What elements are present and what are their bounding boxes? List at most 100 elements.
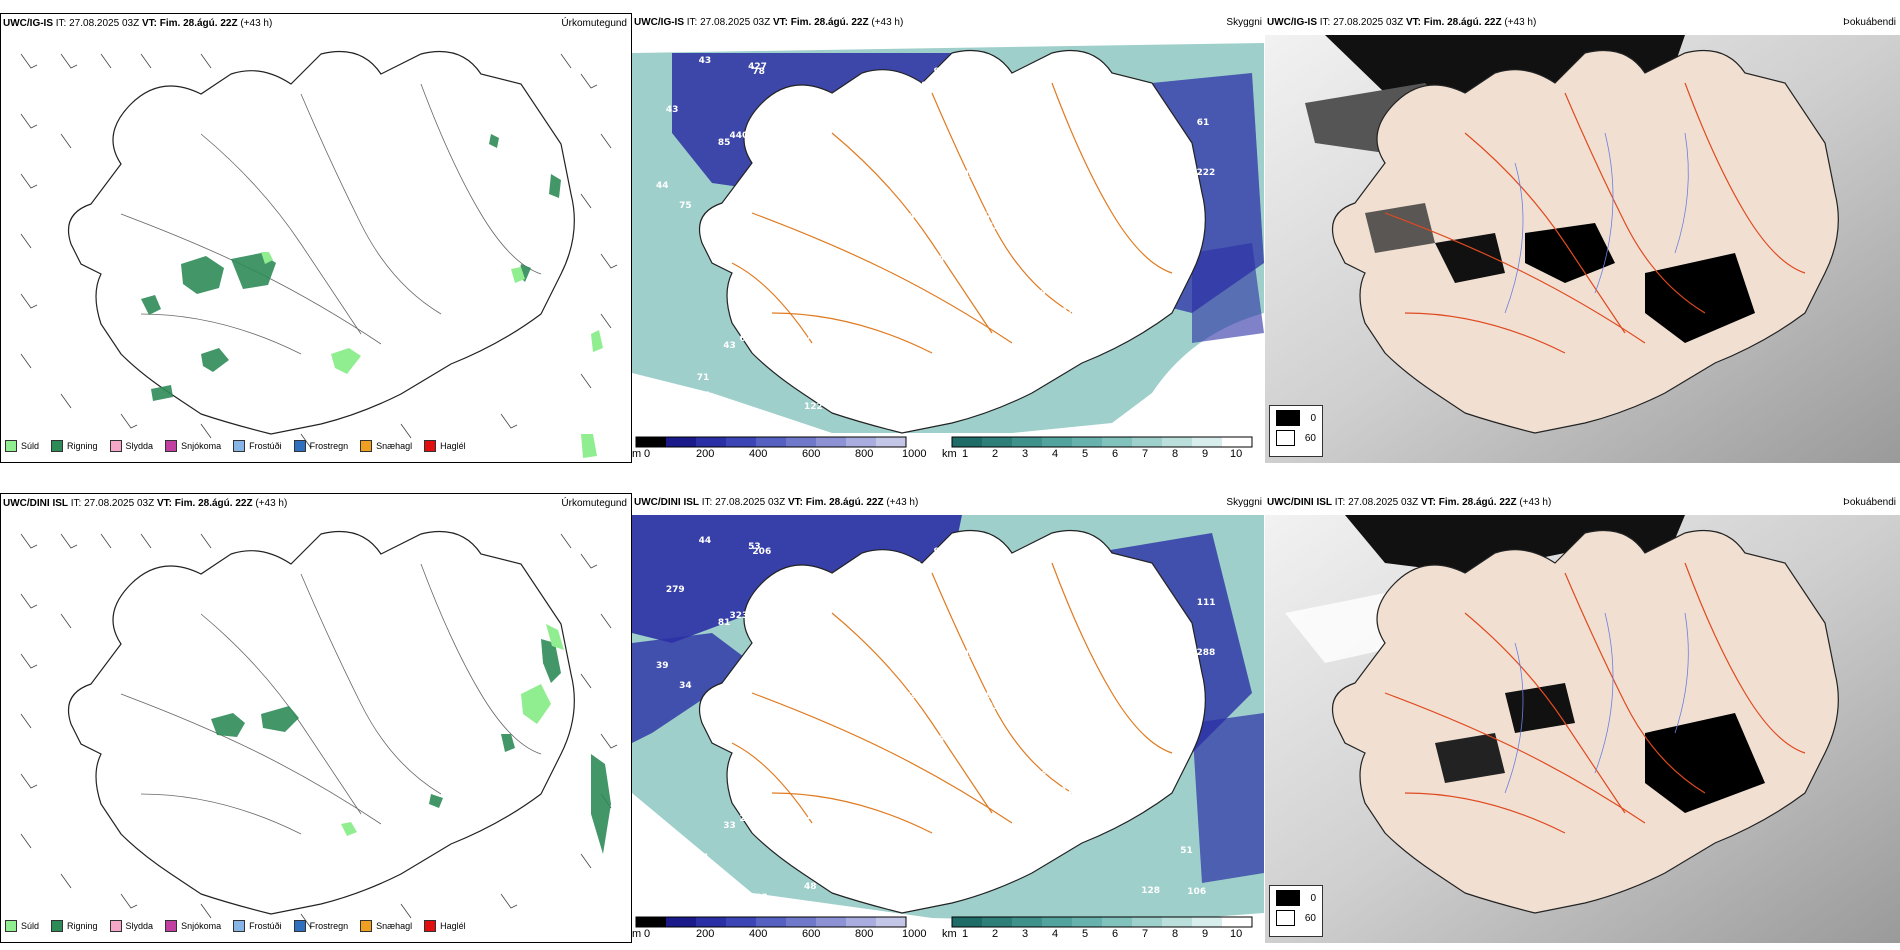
panel-variable-label: Skyggni bbox=[1226, 17, 1262, 28]
cloud-base-label: 112 bbox=[1055, 786, 1074, 797]
legend-item: Haglél bbox=[424, 920, 466, 932]
cloud-base-label: 75 bbox=[890, 251, 904, 262]
cloud-base-label: 125 bbox=[697, 870, 717, 881]
cloud-base-label: 93 bbox=[1141, 406, 1154, 417]
legend-item: Rigning bbox=[51, 920, 98, 932]
fog-map-top bbox=[1265, 35, 1900, 463]
cloud-base-label: 62 bbox=[788, 375, 801, 386]
swatch-icon bbox=[51, 920, 64, 932]
black-swatch-icon bbox=[1276, 410, 1301, 426]
cloud-base-label: 43 bbox=[1132, 101, 1146, 112]
cloud-base-label: 206 bbox=[752, 546, 772, 557]
cloud-base-label: 43 bbox=[665, 105, 679, 116]
cloud-base-label: 95 bbox=[697, 390, 710, 401]
cloud-base-label: 52 bbox=[958, 355, 971, 366]
swatch-icon bbox=[360, 920, 373, 932]
cloud-base-label: 129 bbox=[963, 650, 983, 661]
cloud-base-label: 222 bbox=[1196, 168, 1216, 179]
cloud-base-label: 47 bbox=[836, 660, 849, 671]
cloud-base-label: 43 bbox=[1084, 769, 1098, 780]
cloud-base-label: 75 bbox=[852, 657, 865, 668]
cloud-base-label: 428 bbox=[811, 708, 831, 719]
legend-item: Snæhagl bbox=[360, 440, 412, 452]
cloud-base-label: 323 bbox=[729, 610, 749, 621]
cloud-base-label: 427 bbox=[748, 61, 767, 72]
cloud-base-label: 43 bbox=[723, 341, 736, 352]
cloud-base-label: 263 bbox=[1028, 849, 1048, 860]
cloud-base-label: 278 bbox=[1040, 767, 1059, 778]
cloud-base-label: 34 bbox=[679, 680, 692, 691]
cloud-base-label: 39 bbox=[986, 701, 1000, 712]
swatch-icon bbox=[233, 440, 246, 452]
cloud-base-label: 118 bbox=[890, 731, 910, 742]
cloud-base-label: 440 bbox=[729, 130, 749, 141]
swatch-icon bbox=[293, 920, 306, 932]
cloud-base-label: 96 bbox=[788, 855, 801, 866]
cloud-base-label: 88 bbox=[814, 817, 827, 828]
fog-legend: 0 60 bbox=[1269, 885, 1323, 937]
precip-map-top bbox=[20, 14, 618, 458]
cloud-base-label: 46 bbox=[908, 210, 922, 221]
cloud-base-label: 48 bbox=[920, 615, 933, 626]
cloud-base-label: 53 bbox=[748, 541, 761, 552]
cloud-base-label: 88 bbox=[1075, 576, 1089, 587]
cloud-base-label: 34 bbox=[912, 850, 925, 861]
cloud-base-label: 54 bbox=[1162, 625, 1176, 636]
cloud-base-label: 56 bbox=[995, 676, 1009, 687]
swatch-icon bbox=[424, 920, 437, 932]
legend-item: Slydda bbox=[109, 920, 153, 932]
cloud-base-label: 39 bbox=[655, 661, 669, 672]
cloud-base-label: 82 bbox=[1187, 406, 1200, 417]
cloud-base-label: 42 bbox=[783, 835, 796, 846]
cloud-base-label: 75 bbox=[679, 200, 692, 211]
cloud-base-label: 148 bbox=[836, 180, 856, 191]
cloud-base-label: 38 bbox=[1078, 764, 1091, 775]
cloud-base-label: 39 bbox=[802, 135, 816, 146]
cloud-base-label: 87 bbox=[971, 708, 984, 719]
cloud-base-label: 102 bbox=[749, 892, 768, 903]
fog-panel-bottom: UWC/DINI ISL IT: 27.08.2025 03Z VT: Fim.… bbox=[1265, 493, 1900, 943]
cloud-base-label: 81 bbox=[717, 618, 731, 629]
cloud-base-label: 128 bbox=[1141, 886, 1161, 897]
cloud-base-label: 288 bbox=[1196, 648, 1216, 659]
cloud-base-label: 172 bbox=[1132, 581, 1152, 592]
legend-item: Súld bbox=[5, 920, 39, 932]
cloud-base-label: 33 bbox=[968, 536, 981, 547]
cloud-base-label: 102 bbox=[906, 614, 925, 625]
precip-panel-top: UWC/IG-IS IT: 27.08.2025 03Z VT: Fim. 28… bbox=[0, 13, 632, 463]
legend-item: Frostúði bbox=[233, 920, 282, 932]
cloud-base-label: 33 bbox=[723, 821, 736, 832]
panel-title: UWC/IG-IS IT: 27.08.2025 03Z VT: Fim. 28… bbox=[1267, 17, 1537, 28]
swatch-icon bbox=[233, 920, 246, 932]
cloud-base-label: 81 bbox=[720, 692, 734, 703]
panel-variable-label: Skyggni bbox=[1226, 497, 1262, 508]
cloud-base-label: 45 bbox=[1040, 287, 1053, 298]
precip-panel-bottom: UWC/DINI ISL IT: 27.08.2025 03Z VT: Fim.… bbox=[0, 493, 632, 943]
cloud-base-label: 84 bbox=[720, 212, 734, 223]
cloud-base-label: 61 bbox=[1084, 289, 1098, 300]
cloud-panel-top: UWC/IG-IS IT: 27.08.2025 03Z VT: Fim. 28… bbox=[632, 13, 1264, 463]
white-swatch-icon bbox=[1276, 430, 1295, 446]
cloud-base-label: 32 bbox=[968, 56, 981, 67]
panel-variable-label: Þokuábendi bbox=[1843, 497, 1896, 508]
panel-title: UWC/DINI ISL IT: 27.08.2025 03Z VT: Fim.… bbox=[3, 498, 288, 509]
cloud-base-label: 49 bbox=[902, 358, 915, 369]
cloud-base-label: 79 bbox=[806, 331, 819, 342]
swatch-icon bbox=[109, 440, 122, 452]
cloud-base-label: 125 bbox=[1042, 320, 1062, 331]
white-swatch-icon bbox=[1276, 910, 1295, 926]
cloud-base-label: 42 bbox=[1042, 800, 1056, 811]
swatch-icon bbox=[165, 920, 178, 932]
cloud-base-label: 115 bbox=[783, 355, 802, 366]
cloud-map-bottom bbox=[632, 515, 1264, 925]
cloud-base-label: 329 bbox=[902, 838, 921, 849]
cloud-base-label: 809 bbox=[1026, 76, 1046, 87]
swatch-icon bbox=[165, 440, 178, 452]
cloud-base-label: 272 bbox=[908, 690, 928, 701]
fog-panel-top: UWC/IG-IS IT: 27.08.2025 03Z VT: Fim. 28… bbox=[1265, 13, 1900, 463]
cloud-base-label: 98 bbox=[1026, 556, 1040, 567]
cloud-map-top bbox=[632, 35, 1264, 445]
legend-item: Slydda bbox=[109, 440, 153, 452]
cloud-base-label: 83 bbox=[904, 715, 918, 726]
cloud-base-label: 73 bbox=[985, 211, 999, 222]
